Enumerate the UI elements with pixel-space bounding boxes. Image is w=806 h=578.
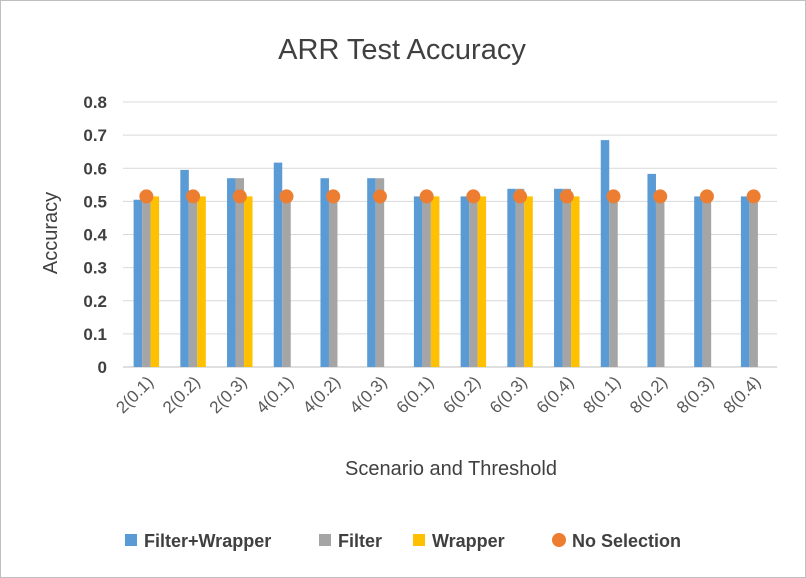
x-tick-label: 8(0.3) (673, 372, 718, 417)
y-axis-ticks: 0 0.1 0.2 0.3 0.4 0.5 0.6 0.7 0.8 (83, 93, 107, 377)
bar-filter (282, 196, 291, 367)
chart-title: ARR Test Accuracy (278, 34, 526, 66)
y-tick-label: 0 (98, 358, 107, 377)
bar-wrapper (197, 196, 206, 367)
bar-filter-wrapper (740, 196, 750, 367)
y-axis-label: Accuracy (40, 192, 62, 274)
bar-filter-wrapper (273, 162, 283, 367)
y-tick-label: 0.5 (83, 192, 107, 211)
x-tick-label: 8(0.1) (579, 372, 624, 417)
bar-filter (515, 188, 525, 367)
y-tick-label: 0.2 (83, 292, 107, 311)
x-tick-label: 2(0.1) (112, 372, 157, 417)
marker-no-selection (513, 189, 528, 204)
bar-filter (142, 199, 151, 367)
gridlines (123, 101, 777, 368)
legend-label-filter-wrapper: Filter+Wrapper (144, 531, 271, 551)
y-tick-label: 0.3 (83, 259, 107, 278)
x-axis-ticks: 2(0.1) 2(0.2) 2(0.3) 4(0.1) 4(0.2) 4(0.3) 6(0.… (112, 372, 764, 417)
marker-no-selection (559, 189, 574, 204)
legend-swatch-filter (319, 534, 331, 546)
bar-wrapper (477, 196, 487, 367)
marker-no-selection (326, 189, 341, 204)
bar-filter-wrapper (507, 188, 516, 367)
x-tick-label: 6(0.4) (533, 372, 578, 417)
bar-wrapper (244, 196, 253, 367)
x-tick-label: 4(0.1) (252, 372, 297, 417)
x-tick-label: 6(0.1) (393, 372, 438, 417)
bar-filter (188, 196, 198, 367)
bar-filter (562, 188, 572, 367)
bar-filter (328, 196, 338, 367)
y-tick-label: 0.8 (83, 93, 107, 112)
marker-no-selection (279, 189, 294, 204)
marker-no-selection (746, 189, 761, 204)
marker-no-selection (606, 189, 621, 204)
legend: Filter+Wrapper Filter Wrapper No Selection (125, 531, 681, 551)
x-tick-label: 8(0.4) (720, 372, 765, 417)
x-tick-label: 6(0.3) (486, 372, 531, 417)
x-tick-label: 4(0.2) (299, 372, 344, 417)
marker-no-selection (139, 189, 154, 204)
bar-filter-wrapper (133, 199, 143, 367)
x-tick-label: 4(0.3) (346, 372, 391, 417)
x-tick-label: 6(0.2) (439, 372, 484, 417)
bar-filter-wrapper (460, 196, 470, 367)
bar-filter-wrapper (600, 140, 610, 367)
marker-no-selection (372, 189, 387, 204)
marker-no-selection (699, 189, 714, 204)
legend-swatch-filter-wrapper (125, 534, 137, 546)
bar-filter (655, 196, 665, 367)
bar-filter (702, 196, 712, 367)
x-tick-label: 2(0.3) (206, 372, 251, 417)
x-tick-label: 8(0.2) (626, 372, 671, 417)
bar-filter-wrapper (180, 169, 189, 367)
bar-wrapper (430, 196, 440, 367)
bar-filter-wrapper (554, 188, 563, 367)
bar-filter (749, 196, 758, 367)
bar-filter-wrapper (413, 196, 423, 367)
bar-wrapper (150, 196, 160, 367)
y-tick-label: 0.4 (83, 226, 107, 245)
legend-swatch-wrapper (413, 534, 425, 546)
bar-filter (235, 178, 245, 367)
bar-filter-wrapper (227, 178, 236, 367)
y-tick-label: 0.1 (83, 325, 107, 344)
bar-filter-wrapper (367, 178, 376, 367)
bar-filter (422, 196, 431, 367)
bar-filter (375, 178, 385, 367)
marker-no-selection (466, 189, 481, 204)
marker-no-selection (232, 189, 247, 204)
y-tick-label: 0.6 (83, 159, 107, 178)
bar-filter-wrapper (694, 196, 703, 367)
bar-filter-wrapper (647, 173, 656, 367)
bar-filter (469, 196, 478, 367)
bar-wrapper (524, 196, 533, 367)
bar-wrapper (571, 196, 580, 367)
y-tick-label: 0.7 (83, 126, 107, 145)
legend-swatch-no-selection (552, 533, 566, 547)
x-axis-label: Scenario and Threshold (345, 458, 557, 480)
bar-filter-wrapper (320, 178, 329, 367)
x-tick-label: 2(0.2) (159, 372, 204, 417)
marker-no-selection (419, 189, 434, 204)
markers (139, 189, 761, 204)
marker-no-selection (186, 189, 201, 204)
legend-label-no-selection: No Selection (572, 531, 681, 551)
marker-no-selection (653, 189, 668, 204)
bar-filter (609, 196, 618, 367)
legend-label-filter: Filter (338, 531, 382, 551)
legend-label-wrapper: Wrapper (432, 531, 505, 551)
bars (133, 140, 758, 367)
